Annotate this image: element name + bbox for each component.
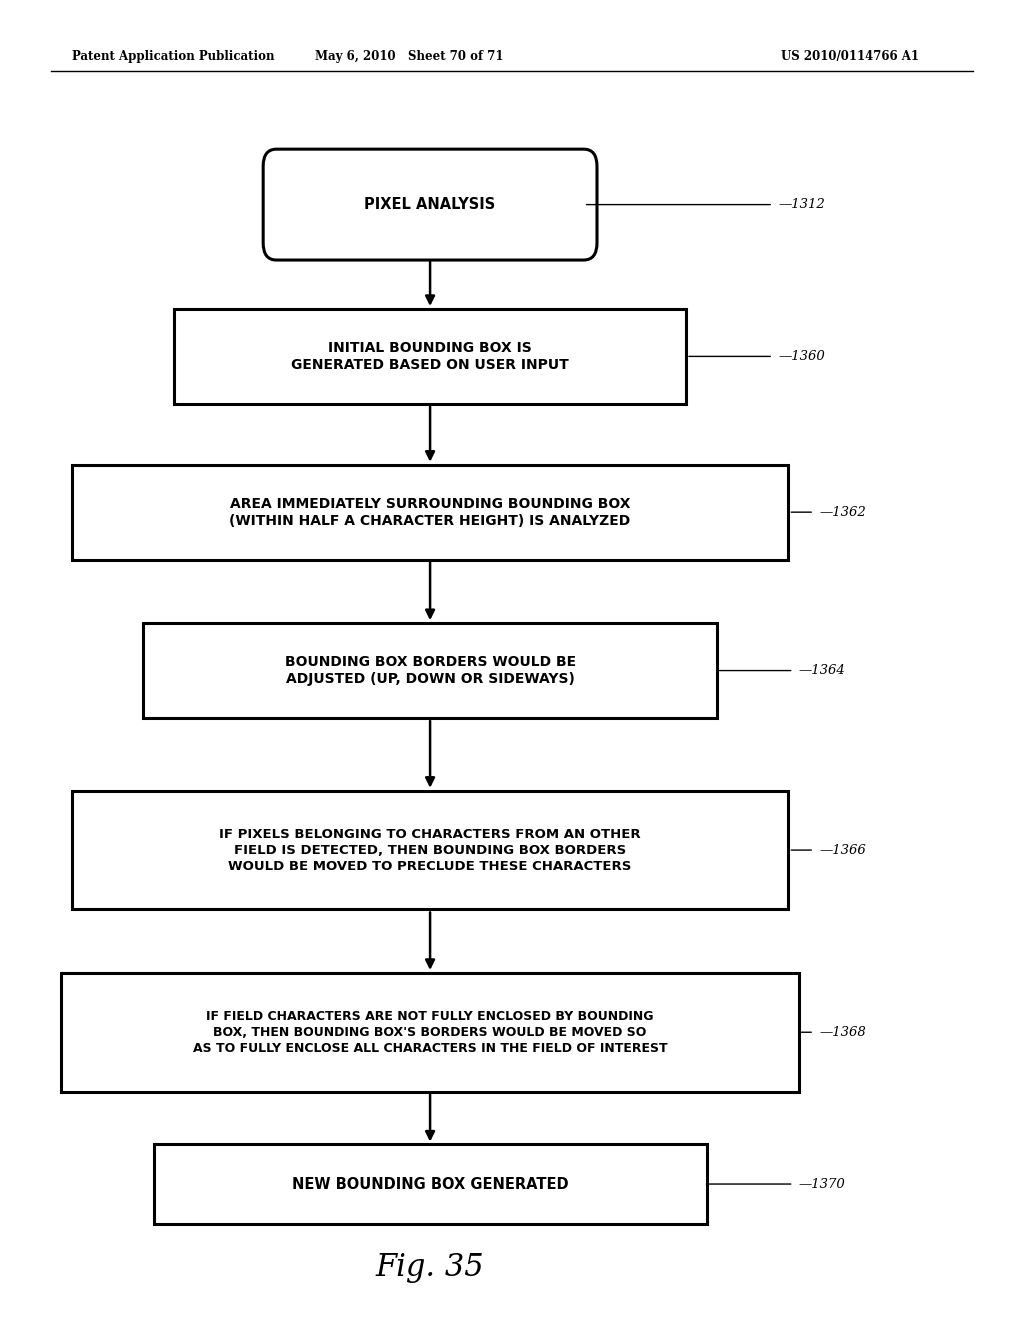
Bar <box>61 973 799 1092</box>
Text: PIXEL ANALYSIS: PIXEL ANALYSIS <box>365 197 496 213</box>
Text: —1360: —1360 <box>778 350 825 363</box>
Text: Fig. 35: Fig. 35 <box>376 1251 484 1283</box>
Bar <box>72 791 788 909</box>
Text: —1364: —1364 <box>799 664 846 677</box>
Text: AREA IMMEDIATELY SURROUNDING BOUNDING BOX
(WITHIN HALF A CHARACTER HEIGHT) IS AN: AREA IMMEDIATELY SURROUNDING BOUNDING BO… <box>229 496 631 528</box>
Text: —1368: —1368 <box>819 1026 866 1039</box>
Text: —1366: —1366 <box>819 843 866 857</box>
Bar <box>72 465 788 560</box>
Text: —1312: —1312 <box>778 198 825 211</box>
Text: IF PIXELS BELONGING TO CHARACTERS FROM AN OTHER
FIELD IS DETECTED, THEN BOUNDING: IF PIXELS BELONGING TO CHARACTERS FROM A… <box>219 828 641 873</box>
Text: BOUNDING BOX BORDERS WOULD BE
ADJUSTED (UP, DOWN OR SIDEWAYS): BOUNDING BOX BORDERS WOULD BE ADJUSTED (… <box>285 655 575 686</box>
Text: May 6, 2010   Sheet 70 of 71: May 6, 2010 Sheet 70 of 71 <box>315 50 504 63</box>
Bar <box>174 309 686 404</box>
Bar <box>154 1144 707 1224</box>
Text: INITIAL BOUNDING BOX IS
GENERATED BASED ON USER INPUT: INITIAL BOUNDING BOX IS GENERATED BASED … <box>291 341 569 372</box>
Text: NEW BOUNDING BOX GENERATED: NEW BOUNDING BOX GENERATED <box>292 1176 568 1192</box>
Bar <box>143 623 717 718</box>
Text: US 2010/0114766 A1: US 2010/0114766 A1 <box>781 50 919 63</box>
FancyBboxPatch shape <box>263 149 597 260</box>
Text: Patent Application Publication: Patent Application Publication <box>72 50 274 63</box>
Text: —1362: —1362 <box>819 506 866 519</box>
Text: —1370: —1370 <box>799 1177 846 1191</box>
Text: IF FIELD CHARACTERS ARE NOT FULLY ENCLOSED BY BOUNDING
BOX, THEN BOUNDING BOX'S : IF FIELD CHARACTERS ARE NOT FULLY ENCLOS… <box>193 1010 668 1055</box>
